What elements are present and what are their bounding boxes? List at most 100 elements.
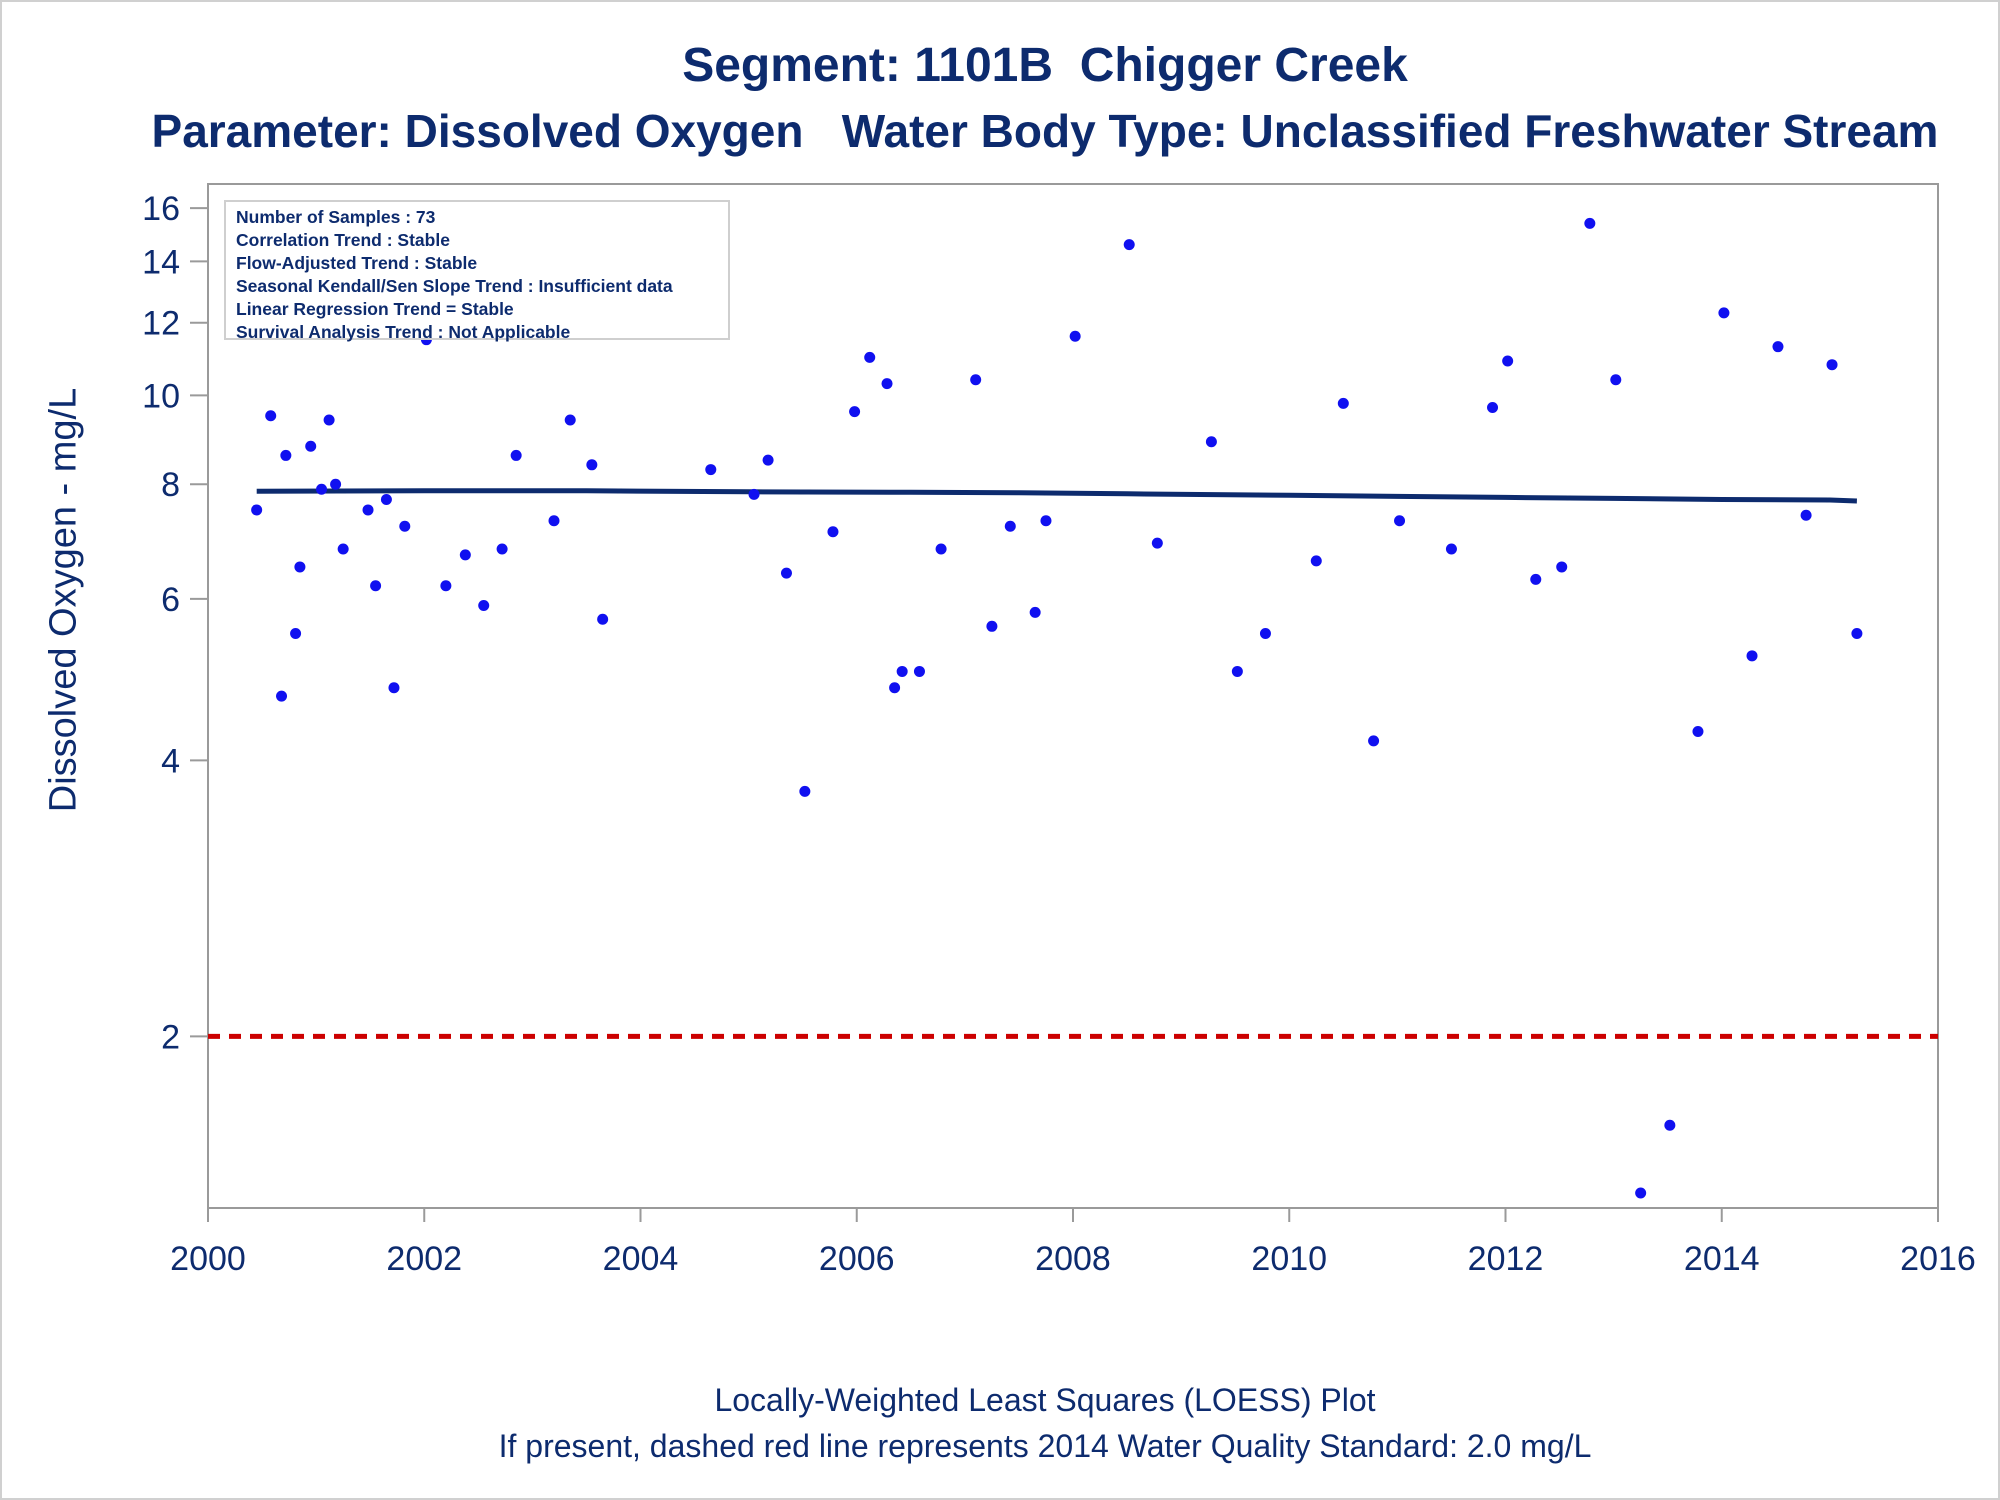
data-point	[762, 454, 774, 466]
x-tick-label: 2006	[819, 1240, 895, 1278]
info-line-flow-adjusted: Flow-Adjusted Trend : Stable	[236, 253, 478, 273]
data-point	[1746, 650, 1758, 662]
x-tick-label: 2008	[1035, 1240, 1111, 1278]
data-point	[280, 449, 292, 461]
data-point	[380, 493, 392, 505]
data-point	[705, 464, 717, 476]
data-point	[276, 690, 288, 702]
y-tick-label: 4	[161, 742, 180, 780]
x-tick-label: 2000	[170, 1240, 246, 1278]
data-point	[1040, 515, 1052, 527]
data-point	[1800, 509, 1812, 521]
data-point	[913, 665, 925, 677]
data-point	[849, 406, 861, 418]
data-point	[1664, 1119, 1676, 1131]
x-axis: 2000 2002 2004 2006 2008 2010 2012 2014 2016	[170, 1208, 1976, 1278]
data-point	[294, 561, 306, 573]
data-point	[935, 543, 947, 555]
data-point	[496, 543, 508, 555]
y-tick-label: 10	[142, 377, 180, 415]
data-point	[316, 483, 328, 495]
info-line-survival: Survival Analysis Trend : Not Applicable	[236, 322, 571, 342]
info-line-correlation: Correlation Trend : Stable	[236, 230, 450, 250]
data-point	[1530, 573, 1542, 585]
data-point	[478, 600, 490, 612]
data-point	[586, 459, 598, 471]
x-tick-label: 2016	[1900, 1240, 1976, 1278]
y-tick-label: 16	[142, 190, 180, 228]
data-point	[1772, 341, 1784, 353]
data-point	[399, 520, 411, 532]
data-point	[388, 682, 400, 694]
data-point	[1610, 374, 1622, 386]
data-point	[889, 682, 901, 694]
data-point	[970, 374, 982, 386]
data-point	[1337, 397, 1349, 409]
data-point	[1029, 606, 1041, 618]
x-tick-label: 2012	[1468, 1240, 1544, 1278]
data-point	[440, 580, 452, 592]
info-line-samples: Number of Samples : 73	[236, 207, 436, 227]
x-tick-label: 2010	[1251, 1240, 1327, 1278]
data-point	[1069, 330, 1081, 342]
data-point	[251, 504, 263, 516]
data-point	[1502, 355, 1514, 367]
data-point	[330, 478, 342, 490]
data-point	[827, 526, 839, 538]
data-point	[799, 785, 811, 797]
data-point	[459, 549, 471, 561]
data-point	[1004, 520, 1016, 532]
y-tick-label: 6	[161, 581, 180, 619]
data-point	[1584, 217, 1596, 229]
chart-title: Segment: 1101B Chigger Creek	[682, 39, 1408, 92]
data-point	[510, 449, 522, 461]
data-point	[1851, 627, 1863, 639]
y-axis: 2 4 6 8 10 12 14 16	[142, 190, 208, 1056]
data-point	[1310, 555, 1322, 567]
loess-trend-line	[256, 488, 1857, 504]
data-point	[362, 504, 374, 516]
data-point	[305, 440, 317, 452]
data-point	[564, 414, 576, 426]
data-point	[1635, 1187, 1647, 1199]
data-point	[1259, 627, 1271, 639]
data-point	[1123, 239, 1135, 251]
data-point	[780, 567, 792, 579]
data-point	[1394, 515, 1406, 527]
data-point	[1487, 401, 1499, 413]
data-point	[1692, 726, 1704, 738]
data-point	[370, 580, 382, 592]
footnote-loess: Locally-Weighted Least Squares (LOESS) P…	[714, 1382, 1376, 1418]
footnote-standard: If present, dashed red line represents 2…	[498, 1428, 1592, 1464]
data-point	[1151, 537, 1163, 549]
data-point	[1445, 543, 1457, 555]
data-point	[1556, 561, 1568, 573]
info-line-seasonal-kendall: Seasonal Kendall/Sen Slope Trend : Insuf…	[236, 276, 673, 296]
info-line-linear-regression: Linear Regression Trend = Stable	[236, 299, 514, 319]
data-point	[1826, 359, 1838, 371]
y-tick-label: 14	[142, 243, 180, 281]
x-tick-label: 2004	[603, 1240, 679, 1278]
data-point	[1718, 307, 1730, 319]
chart-subtitle: Parameter: Dissolved Oxygen Water Body T…	[151, 105, 1939, 157]
data-point	[323, 414, 335, 426]
data-point	[748, 488, 760, 500]
data-point	[1368, 735, 1380, 747]
data-point	[881, 378, 893, 390]
data-point	[896, 665, 908, 677]
x-tick-label: 2014	[1684, 1240, 1760, 1278]
data-point	[1231, 665, 1243, 677]
data-point	[290, 627, 302, 639]
data-point	[265, 410, 277, 422]
sample-points	[251, 217, 1863, 1199]
y-tick-label: 2	[161, 1018, 180, 1056]
data-point	[1205, 436, 1217, 448]
y-tick-label: 12	[142, 305, 180, 343]
data-point	[986, 620, 998, 632]
data-point	[864, 351, 876, 363]
trend-info-box: Number of Samples : 73 Correlation Trend…	[224, 200, 730, 342]
data-point	[337, 543, 349, 555]
data-point	[597, 613, 609, 625]
data-point	[548, 515, 560, 527]
y-tick-label: 8	[161, 466, 180, 504]
